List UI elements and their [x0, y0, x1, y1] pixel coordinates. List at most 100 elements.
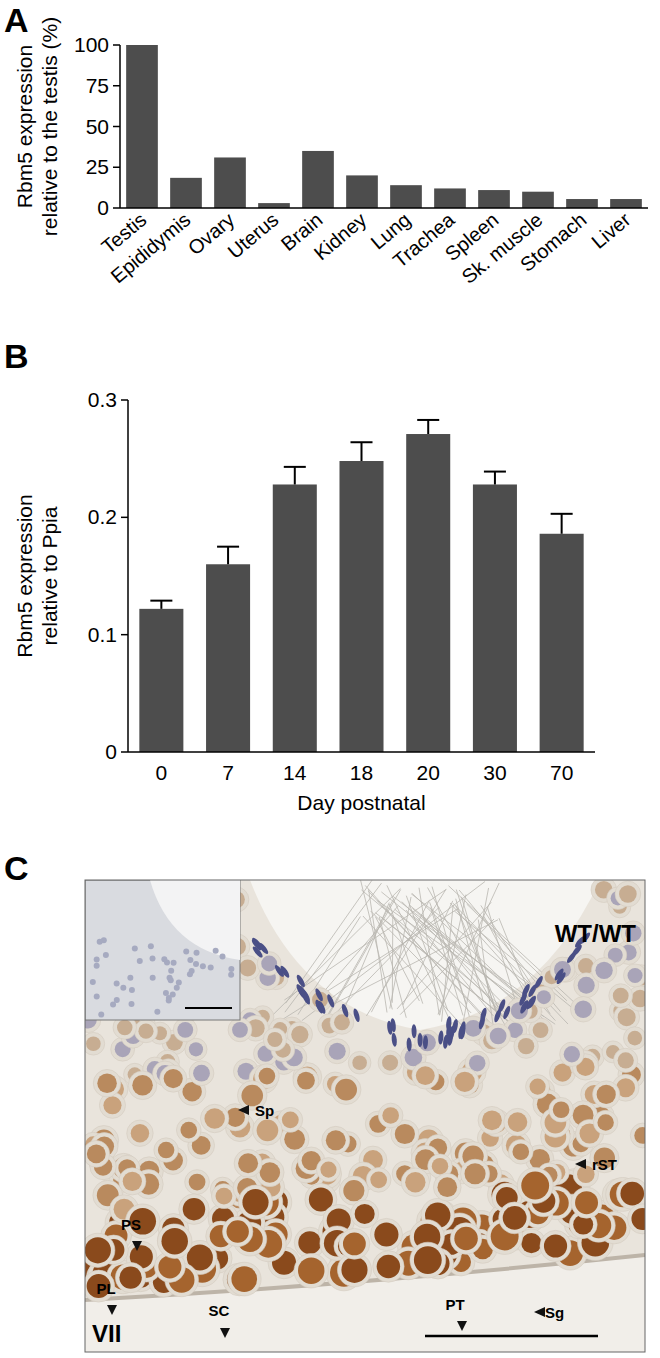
error-bar	[551, 514, 573, 534]
annotation-arrow	[457, 1321, 467, 1331]
bar	[302, 151, 334, 208]
nucleus	[414, 1246, 442, 1274]
y-axis	[127, 400, 129, 752]
error-cap	[417, 419, 439, 421]
inset-nucleus	[129, 987, 135, 993]
cell	[85, 1233, 115, 1267]
x-tick-label: 20	[417, 761, 440, 784]
y-tick-label: 50	[86, 115, 109, 138]
nucleus	[123, 1172, 142, 1191]
cell	[351, 1200, 379, 1228]
annotation-label: Sp	[255, 1102, 274, 1119]
x-tick-label: 70	[550, 761, 573, 784]
nucleus	[405, 1172, 425, 1192]
cell	[200, 1104, 228, 1132]
y-tick-label: 0	[97, 196, 109, 219]
nucleus	[261, 956, 277, 972]
y-axis-label: Rbm5 expression	[13, 45, 36, 208]
nucleus	[355, 1204, 375, 1224]
nucleus	[620, 1182, 644, 1206]
y-tick	[113, 85, 120, 87]
inset-nucleus	[189, 968, 195, 974]
nucleus	[242, 1189, 268, 1215]
flagellum	[389, 904, 422, 1004]
cell	[85, 1270, 115, 1302]
cell	[508, 1139, 533, 1164]
error-bar	[417, 420, 439, 434]
spermatid-head	[406, 1037, 412, 1051]
nucleus	[382, 1055, 398, 1071]
cell	[478, 1106, 506, 1134]
nucleus	[437, 1177, 457, 1197]
flagellum	[427, 887, 506, 1028]
x-tick-label: 18	[350, 761, 373, 784]
cell	[366, 1167, 391, 1192]
inset-lumen	[150, 880, 240, 960]
inset	[85, 880, 240, 1020]
inset-nucleus	[94, 994, 100, 1000]
flagellum	[286, 880, 372, 1003]
stage-label: VII	[92, 1320, 121, 1347]
inset-nucleus	[137, 958, 143, 964]
nucleus	[537, 990, 551, 1004]
nucleus	[628, 968, 643, 983]
cell	[227, 1262, 261, 1296]
cell	[234, 1149, 262, 1177]
inset-nucleus	[132, 945, 138, 951]
nucleus	[618, 1008, 636, 1026]
nucleus	[335, 1079, 357, 1101]
inset-nucleus	[171, 960, 177, 966]
nucleus	[298, 1231, 321, 1254]
bar	[339, 461, 383, 752]
nucleus	[613, 988, 629, 1004]
inset-nucleus	[176, 979, 182, 985]
micrograph	[85, 880, 645, 1352]
figure: A0255075100TestisEpididymisOvaryUterusBr…	[0, 0, 660, 1358]
nucleus	[553, 1101, 570, 1118]
bar	[346, 175, 378, 208]
cell	[499, 1202, 531, 1234]
nucleus	[193, 1065, 210, 1082]
nucleus	[490, 1028, 507, 1045]
flagellum	[298, 917, 361, 1015]
nucleus	[455, 1072, 475, 1092]
panel-label: A	[4, 1, 29, 39]
spermatid-head	[314, 987, 324, 1002]
panel-1: B00.10.20.3071418203070Rbm5 expressionre…	[4, 337, 595, 814]
cell	[609, 984, 633, 1008]
annotation-label: PT	[445, 1296, 464, 1313]
error-stem	[561, 514, 563, 534]
annotation-label: Sg	[545, 1304, 564, 1321]
cell	[526, 1075, 550, 1099]
spermatid-head	[418, 1033, 423, 1047]
error-stem	[427, 420, 429, 434]
bar	[126, 45, 158, 208]
inset-nucleus	[114, 997, 120, 1003]
inset-nucleus	[166, 997, 172, 1003]
x-tick-label: Liver	[587, 208, 635, 253]
inset-nucleus	[148, 943, 154, 949]
annotation-label: SC	[209, 1302, 230, 1319]
x-axis	[120, 207, 648, 209]
cell	[173, 1018, 197, 1042]
error-cap	[284, 466, 306, 468]
lumen	[250, 880, 600, 1030]
cell	[293, 1068, 319, 1094]
interstitium	[85, 1255, 645, 1352]
inset-nucleus	[170, 991, 176, 997]
error-cap	[484, 471, 506, 473]
cell	[211, 1184, 236, 1209]
flagellum	[365, 885, 492, 1027]
x-axis	[128, 751, 595, 753]
nucleus	[343, 1180, 364, 1201]
bar	[139, 609, 183, 752]
nucleus	[158, 1142, 174, 1158]
cell	[549, 1097, 574, 1122]
cell	[514, 1034, 538, 1058]
x-tick-label: 30	[483, 761, 506, 784]
cell	[325, 1039, 350, 1064]
nucleus	[189, 1042, 203, 1056]
cell	[378, 1103, 403, 1128]
cell	[623, 1027, 645, 1050]
bar	[434, 188, 466, 208]
